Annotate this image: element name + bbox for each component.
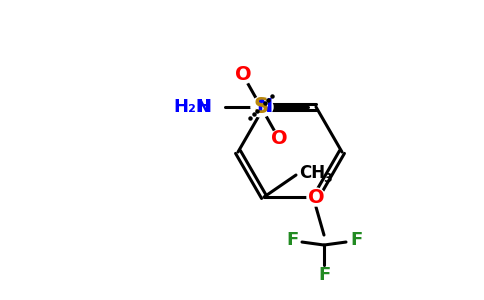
Circle shape bbox=[307, 188, 325, 206]
Text: 3: 3 bbox=[323, 172, 332, 184]
Text: H₂N: H₂N bbox=[173, 98, 211, 116]
Text: O: O bbox=[308, 188, 324, 206]
Text: F: F bbox=[318, 266, 330, 284]
Text: O: O bbox=[235, 65, 251, 85]
Circle shape bbox=[251, 97, 271, 117]
Circle shape bbox=[270, 130, 288, 148]
Text: F: F bbox=[286, 231, 298, 249]
Text: N: N bbox=[256, 98, 272, 116]
Text: CH: CH bbox=[299, 164, 325, 182]
Text: S: S bbox=[254, 97, 269, 117]
Circle shape bbox=[234, 66, 252, 84]
Text: H: H bbox=[196, 98, 211, 116]
Circle shape bbox=[255, 98, 273, 116]
Text: F: F bbox=[350, 231, 362, 249]
Text: O: O bbox=[271, 130, 287, 148]
